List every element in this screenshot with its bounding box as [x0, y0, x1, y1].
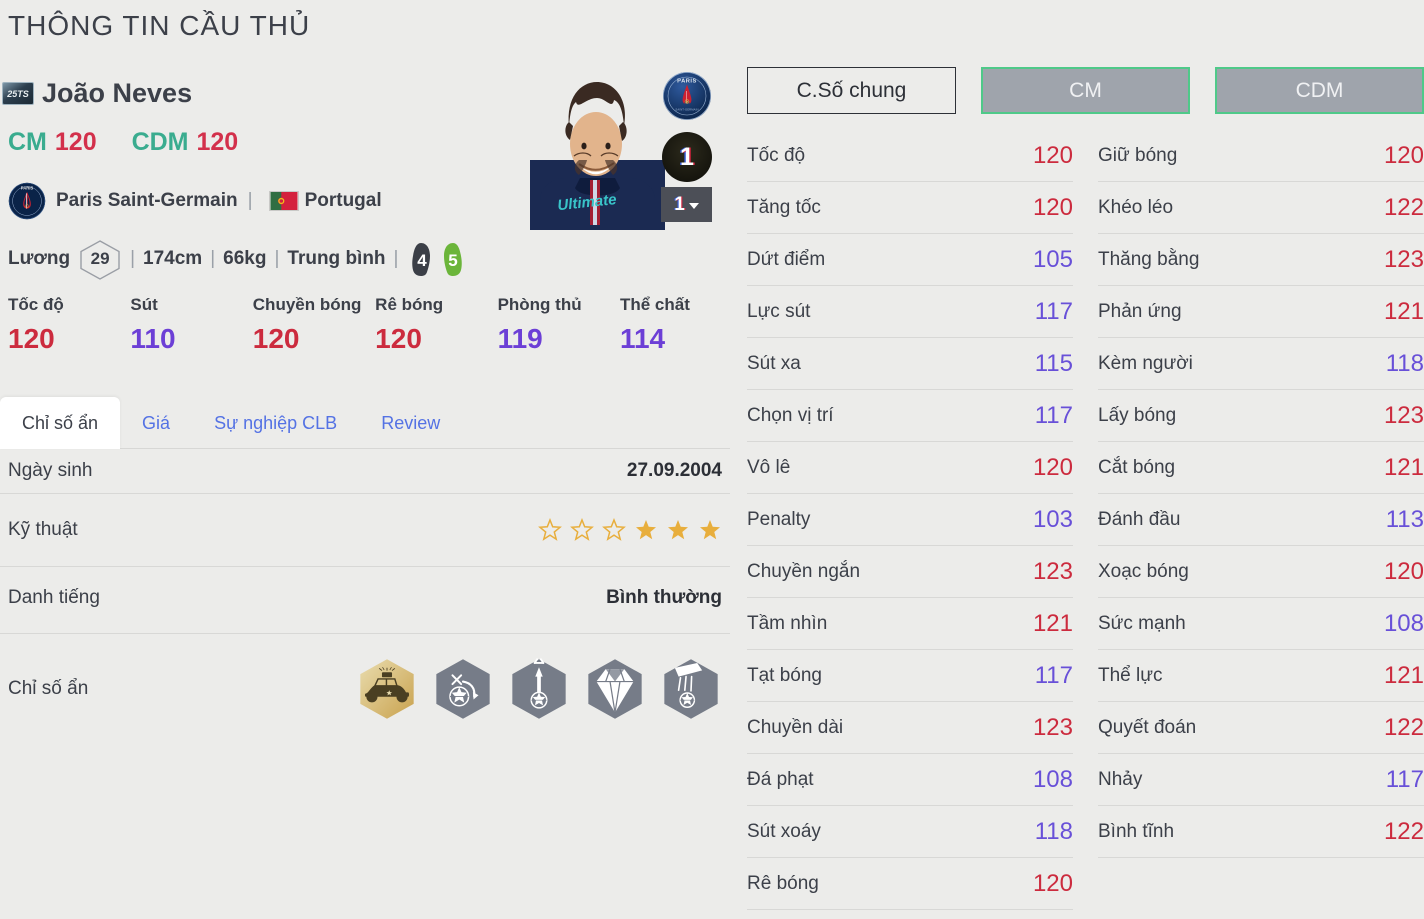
- svg-text:PARIS: PARIS: [677, 79, 697, 85]
- svg-text:SAINT-GERMAIN: SAINT-GERMAIN: [675, 108, 698, 112]
- svg-text:PARIS: PARIS: [21, 186, 34, 191]
- svg-text:5: 5: [449, 251, 458, 270]
- svg-text:4: 4: [418, 251, 428, 270]
